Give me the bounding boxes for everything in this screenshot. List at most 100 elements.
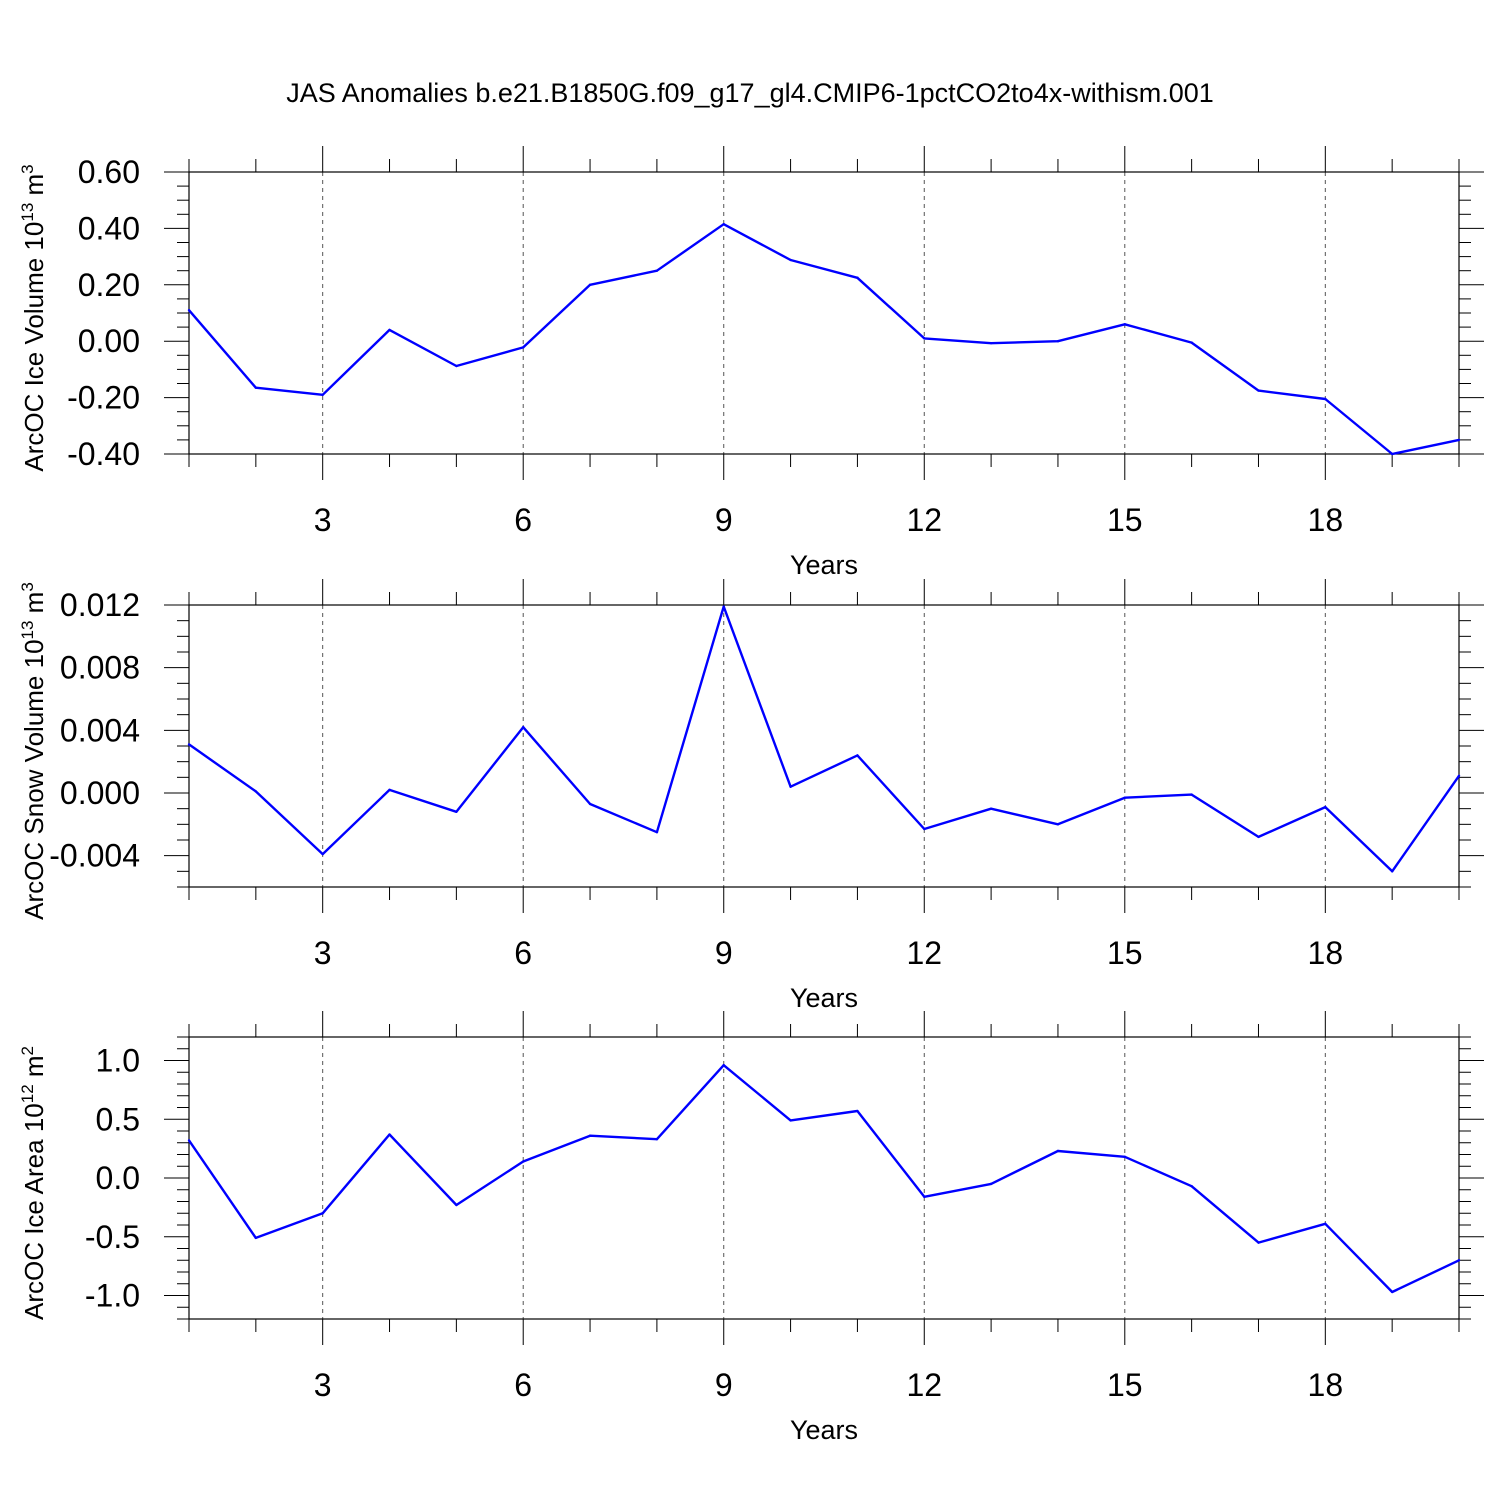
x-tick-label: 9 [715,935,733,971]
x-tick-label: 18 [1308,935,1344,971]
y-tick-label: 0.00 [78,323,140,359]
data-point [455,810,458,813]
x-tick-label: 6 [514,502,532,538]
y-tick-label: 0.5 [96,1101,140,1137]
y-tick-label: -0.004 [49,838,140,874]
data-point [455,364,458,368]
data-point [923,1195,926,1199]
y-tick-label: 0.012 [60,587,140,623]
x-tick-label: 12 [906,502,942,538]
data-point [923,337,926,340]
data-point [1324,397,1327,401]
y-axis-label: ArcOC Ice Volume 1013 m3 [18,164,49,471]
x-tick-label: 9 [715,502,733,538]
data-point [321,852,324,856]
x-tick-label: 3 [314,502,332,538]
data-point [522,346,525,349]
data-point [1056,1149,1060,1153]
y-tick-label: 0.008 [60,650,140,686]
data-point [1190,793,1193,796]
series-line [188,1063,1460,1294]
x-tick-label: 15 [1107,935,1143,971]
series-line [188,222,1460,456]
y-axis-label: ArcOC Ice Area 1012 m2 [18,1046,49,1320]
x-tick-label: 3 [314,935,332,971]
data-point [388,1133,391,1136]
data-point [856,754,859,757]
data-point [1257,389,1260,392]
data-point [1056,823,1060,826]
x-tick-label: 12 [906,1367,942,1403]
data-point [722,222,725,226]
y-tick-label: 0.20 [78,267,140,303]
x-axis-label: Years [790,1415,858,1445]
data-point [321,1212,324,1215]
data-point [254,386,258,389]
data-point [722,1064,725,1067]
data-point [588,283,592,286]
x-tick-label: 6 [514,935,532,971]
data-point [1390,1290,1394,1294]
data-point [455,1203,458,1207]
data-point [655,269,659,272]
data-point [187,308,191,312]
data-point [1123,796,1126,799]
data-point [1457,1259,1461,1262]
data-point [588,1134,592,1137]
data-point [1457,774,1461,777]
plot-frame [188,171,1460,455]
x-tick-label: 6 [514,1367,532,1403]
data-point [388,328,391,332]
data-point [321,393,324,396]
y-tick-label: -0.5 [85,1219,140,1255]
series-line [188,605,1460,873]
data-point [789,258,792,262]
y-tick-label: 0.60 [78,154,140,190]
data-point [1056,340,1060,343]
data-point [923,827,926,831]
data-point [856,276,859,279]
figure-title: JAS Anomalies b.e21.B1850G.f09_g17_gl4.C… [286,78,1214,108]
data-point [187,743,191,746]
panel-1: 3 6 9 12 15 18 -0.40 -0.20 0.00 0.20 0.40 0.60 Years… [18,146,1484,580]
data-point [254,790,258,793]
data-point [1123,1155,1126,1159]
panel-3: 3 6 9 12 15 18 -1.0 -0.5 0.0 0.5 1.0 Years ArcOC Ice… [18,1011,1484,1445]
y-tick-label: -0.20 [67,380,140,416]
data-point [1324,805,1327,809]
x-tick-label: 3 [314,1367,332,1403]
y-tick-label: -0.40 [67,436,140,472]
data-point [989,807,993,810]
data-point [856,1109,859,1113]
y-tick-label: 0.40 [78,210,140,246]
data-point [1190,341,1193,344]
data-point [1390,452,1394,456]
data-point [522,726,525,729]
x-tick-label: 18 [1308,502,1344,538]
plot-frame [188,1036,1460,1320]
y-tick-label: 0.004 [60,712,140,748]
x-axis-label: Years [790,983,858,1013]
data-point [722,605,725,608]
y-tick-label: 0.000 [60,775,140,811]
data-point [1257,835,1260,839]
data-point [1457,438,1461,442]
data-point [1390,870,1394,873]
x-tick-label: 15 [1107,1367,1143,1403]
panel-2: 3 6 9 12 15 18 -0.004 0.000 0.004 0.008 0.012 Years… [18,579,1484,1013]
data-point [388,788,391,792]
data-point [1190,1185,1193,1188]
data-point [655,1138,659,1141]
y-tick-label: 0.0 [96,1160,140,1196]
x-tick-label: 12 [906,935,942,971]
data-point [187,1139,191,1142]
data-point [655,830,659,834]
data-point [989,1182,993,1186]
data-point [789,1119,792,1122]
y-tick-label: 1.0 [96,1043,140,1079]
data-point [1257,1241,1260,1244]
y-axis-label: ArcOC Snow Volume 1013 m3 [18,582,49,920]
plot-frame [188,604,1460,888]
y-tick-label: -1.0 [85,1278,140,1314]
